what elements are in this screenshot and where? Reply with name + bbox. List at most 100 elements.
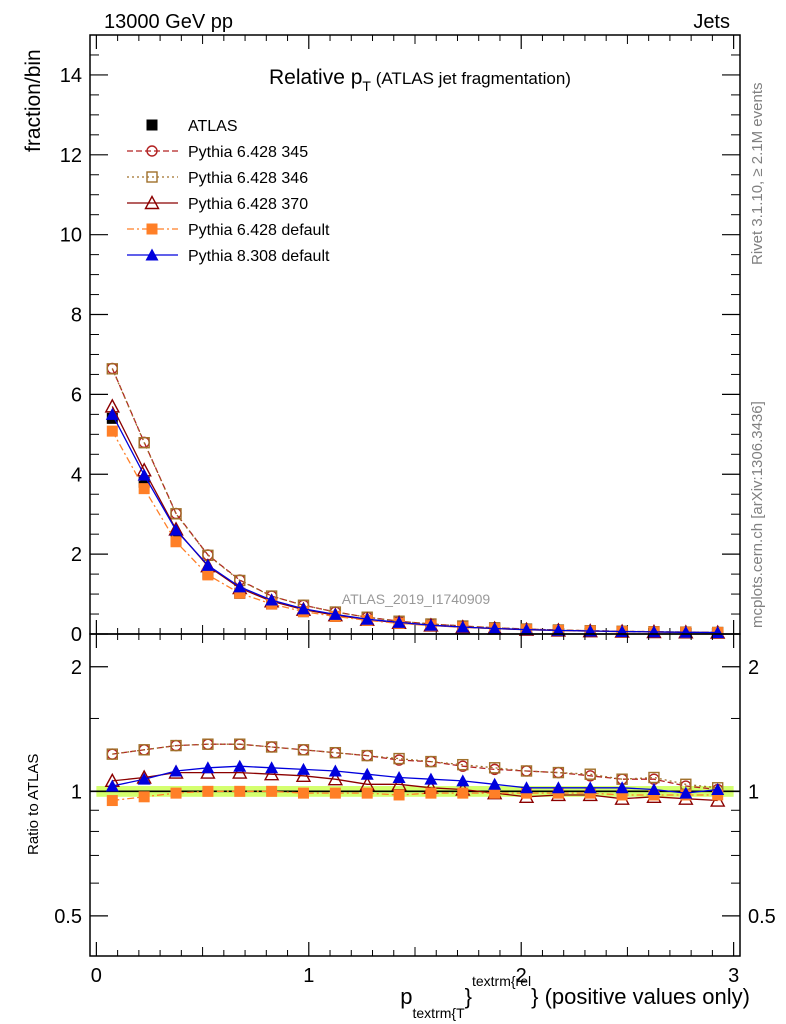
data-point-pythia-6-428-default <box>297 787 309 799</box>
y-tick-label: 12 <box>60 145 82 167</box>
data-point-pythia-6-428-default <box>266 785 278 797</box>
x-label-rest: } (positive values only) <box>531 984 750 1009</box>
data-point-pythia-8-308-default <box>137 468 151 481</box>
data-point-pythia-6-428-default <box>361 787 373 799</box>
data-point-pythia-8-308-default <box>392 615 406 628</box>
data-point-pythia-6-428-default <box>457 787 469 799</box>
data-point-pythia-8-308-default <box>456 620 470 633</box>
legend-entry-pythia-6-428-345: Pythia 6.428 345 <box>127 144 308 161</box>
y-tick-label: 6 <box>71 384 82 406</box>
side-label-bottom: mcplots.cern.ch [arXiv:1306.3436] <box>749 401 766 628</box>
data-point-pythia-6-428-346 <box>361 749 373 762</box>
data-point-pythia-6-428-370 <box>327 771 344 786</box>
energy-label: 13000 GeV pp <box>104 11 233 33</box>
main-y-axis-label: fraction/bin <box>22 49 45 152</box>
legend-entry-atlas: ATLAS <box>146 118 238 135</box>
legend-marker <box>146 223 158 235</box>
data-point-atlas <box>138 476 150 488</box>
data-point-pythia-6-428-346 <box>584 768 596 780</box>
data-point-pythia-6-428-346 <box>552 766 565 779</box>
data-point-pythia-6-428-346 <box>393 752 405 765</box>
data-point-pythia-6-428-default <box>234 587 246 599</box>
data-point-pythia-8-308-default <box>105 407 119 420</box>
ratio-y-tick-label: 0.5 <box>54 906 82 928</box>
legend-entry-pythia-6-428-370: Pythia 6.428 370 <box>127 195 308 213</box>
x-label-brace: } <box>465 984 472 1009</box>
y-tick-label: 10 <box>60 225 82 247</box>
data-point-pythia-8-308-default <box>169 523 183 536</box>
data-point-pythia-6-428-346 <box>457 758 469 771</box>
legend: ATLAS Pythia 6.428 345 Pythia 6.428 346 Pyt… <box>127 118 330 265</box>
data-point-pythia-8-308-default <box>360 767 374 780</box>
data-point-pythia-6-428-default <box>202 569 214 581</box>
data-point-pythia-6-428-default <box>425 787 437 799</box>
ratio-y-tick-label: 2 <box>71 657 82 679</box>
legend-marker <box>146 145 158 157</box>
data-point-pythia-6-428-370 <box>263 766 280 781</box>
main-plot-panel: 0 2 4 6 8 10 12 14 <box>60 34 741 646</box>
data-point-pythia-6-428-default <box>106 795 118 807</box>
data-point-pythia-8-308-default <box>551 781 565 794</box>
side-label-top: Rivet 3.1.10, ≥ 2.1M events <box>749 83 766 266</box>
ratio-y-tick-label-right: 1 <box>748 781 759 803</box>
data-point-pythia-8-308-default <box>233 759 247 772</box>
data-point-pythia-8-308-default <box>201 558 215 571</box>
title-main: Relative p <box>269 66 362 89</box>
title-rest: (ATLAS jet fragmentation) <box>371 69 571 88</box>
data-point-pythia-8-308-default <box>328 764 342 777</box>
data-point-pythia-8-308-default <box>265 593 279 606</box>
data-point-pythia-6-428-default <box>202 785 214 797</box>
legend-entry-pythia-8-308-default: Pythia 8.308 default <box>127 248 330 265</box>
data-point-pythia-8-308-default <box>233 580 247 593</box>
legend-entry-pythia-6-428-default: Pythia 6.428 default <box>127 222 330 239</box>
data-point-pythia-8-308-default <box>551 623 565 636</box>
data-point-pythia-8-308-default <box>328 607 342 620</box>
x-label-p: p <box>400 984 412 1009</box>
ratio-y-tick-label-right: 2 <box>748 657 759 679</box>
data-point-pythia-6-428-default <box>616 789 628 801</box>
data-point-pythia-6-428-default <box>138 483 150 495</box>
legend-marker <box>144 195 160 210</box>
data-point-pythia-8-308-default <box>488 777 502 790</box>
series-line-pythia-8-308-default <box>112 765 718 794</box>
ratio-frame <box>89 633 741 957</box>
legend-marker <box>146 119 158 131</box>
data-point-pythia-8-308-default <box>488 621 502 634</box>
data-point-pythia-6-428-370 <box>232 764 248 779</box>
data-point-pythia-8-308-default <box>615 781 629 794</box>
data-point-pythia-8-308-default <box>583 781 597 794</box>
data-point-pythia-6-428-346 <box>648 771 660 784</box>
ratio-y-tick-label: 1 <box>71 781 82 803</box>
data-point-pythia-8-308-default <box>201 761 215 774</box>
x-axis-label: ptextrm{T}textrm{rel} (positive values o… <box>400 973 750 1021</box>
data-point-pythia-6-428-default <box>234 785 246 797</box>
ratio-y-tick-label-right: 0.5 <box>748 906 776 928</box>
data-point-pythia-6-428-346 <box>520 765 533 777</box>
data-point-pythia-8-308-default <box>647 783 661 796</box>
data-point-pythia-6-428-346 <box>170 739 182 752</box>
data-point-pythia-6-428-346 <box>234 738 246 750</box>
legend-label: Pythia 6.428 370 <box>188 196 308 213</box>
data-point-pythia-6-428-default <box>138 791 150 803</box>
data-point-pythia-6-428-346 <box>297 744 310 756</box>
data-point-pythia-6-428-346 <box>138 744 150 756</box>
data-point-pythia-8-308-default <box>360 612 374 625</box>
process-label: Jets <box>693 11 730 33</box>
data-point-pythia-6-428-default <box>170 536 182 548</box>
legend-label: Pythia 8.308 default <box>188 248 330 265</box>
x-label-sup: textrm{rel <box>472 973 531 989</box>
legend-label: ATLAS <box>188 118 238 135</box>
data-point-pythia-6-428-370 <box>295 767 312 783</box>
data-point-pythia-8-308-default <box>265 761 279 774</box>
data-point-pythia-8-308-default <box>392 771 406 784</box>
data-point-pythia-6-428-346 <box>265 741 278 753</box>
data-point-pythia-8-308-default <box>296 762 310 775</box>
y-tick-label: 4 <box>71 464 82 486</box>
data-point-pythia-6-428-346 <box>329 746 342 759</box>
x-label-sub: textrm{T <box>413 1005 466 1021</box>
data-point-pythia-8-308-default <box>520 623 534 636</box>
data-point-pythia-6-428-346 <box>170 508 182 520</box>
data-point-pythia-6-428-346 <box>202 738 214 750</box>
legend-label: Pythia 6.428 default <box>188 222 330 239</box>
